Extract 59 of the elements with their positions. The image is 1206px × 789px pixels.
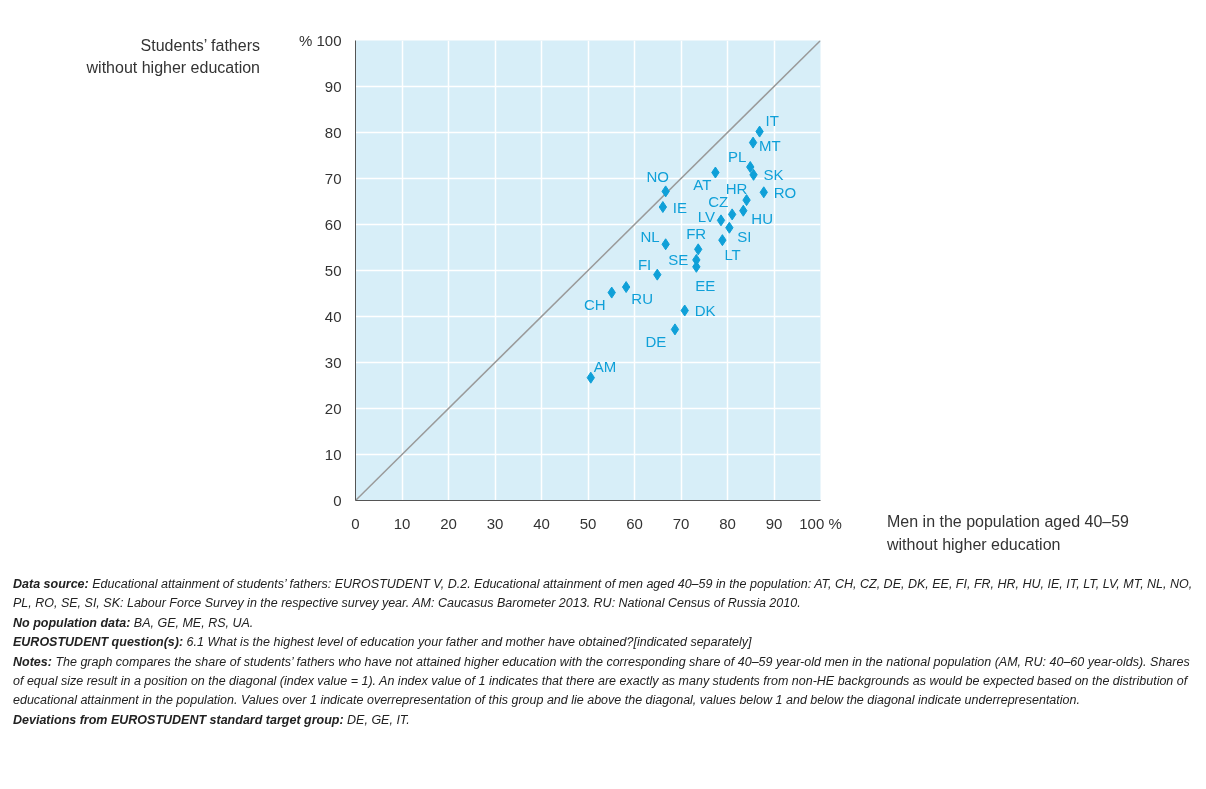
y-tick-label: 80 bbox=[324, 124, 342, 141]
y-tick-label: 10 bbox=[324, 446, 342, 463]
series-label: SK bbox=[763, 166, 784, 184]
x-tick-label: 100 % bbox=[799, 514, 842, 532]
point bbox=[670, 323, 680, 336]
point bbox=[727, 208, 737, 221]
text: No population data: BA, GE, ME, RS, UA. bbox=[13, 614, 255, 632]
x-tick-label: 90 bbox=[765, 514, 783, 532]
series-label: SI bbox=[737, 228, 752, 246]
x-tick-label: 20 bbox=[440, 514, 457, 532]
point bbox=[748, 136, 758, 149]
y-axis-title: Students’ fathers without higher education bbox=[86, 36, 260, 79]
series-label: LT bbox=[724, 245, 741, 263]
x-tick-label: 70 bbox=[672, 514, 690, 532]
series-label: RU bbox=[631, 289, 653, 307]
series-label: DE bbox=[645, 332, 667, 350]
x-tick-label: 50 bbox=[579, 514, 597, 532]
series-label: DK bbox=[694, 302, 716, 320]
series-label: MT bbox=[759, 137, 781, 155]
y-tick-label: 0 bbox=[333, 492, 342, 509]
series-label: SE bbox=[668, 251, 689, 269]
text: EUROSTUDENT question(s): 6.1 What is the highest level of education your father and mother have obtained?[indicated separately] bbox=[13, 634, 753, 652]
y-tick-label: % 100 bbox=[298, 32, 342, 49]
series-label: CH bbox=[583, 296, 606, 314]
x-tick-label: 40 bbox=[533, 514, 550, 532]
series-label: EE bbox=[695, 277, 716, 295]
series-label: AM bbox=[593, 358, 617, 376]
point bbox=[746, 161, 755, 173]
x-axis-title: Men in the population aged 40–59 without higher education bbox=[887, 512, 1129, 556]
series-label: FR bbox=[686, 224, 707, 242]
point bbox=[621, 281, 631, 294]
y-tick-label: 70 bbox=[324, 170, 342, 187]
series-label: AT bbox=[693, 176, 712, 194]
series-label: LV bbox=[697, 207, 715, 225]
point bbox=[658, 201, 668, 214]
series-label: NL bbox=[640, 227, 660, 245]
series-label: PL bbox=[727, 147, 747, 165]
text: Deviations from EUROSTUDENT standard target group: DE, GE, IT. bbox=[13, 711, 411, 729]
y-tick-label: 20 bbox=[324, 400, 342, 417]
series-label: RO bbox=[773, 183, 797, 201]
x-tick-label: 0 bbox=[351, 514, 360, 532]
series-label: IE bbox=[672, 198, 688, 216]
series-label: HU bbox=[751, 210, 773, 228]
x-tick-label: 60 bbox=[626, 514, 643, 532]
source-note: Data source: Educational attainment of students’ fathers: EUROSTUDENT V, D.2. Educational attainment of men aged 40–59 in the population: AT, CH, CZ, DE, DK, EE, FI, FR, HR, HU, IE, IT, LT, LV, MT, NL, NO, PL, RO, SE, SI, SK: Labour Force Survey in the respective survey year. AM: Caucasus Barometer 2013. RU: National Census of Russia 2010. bbox=[13, 576, 1194, 613]
y-tick-label: 60 bbox=[324, 216, 342, 233]
point bbox=[716, 214, 726, 227]
x-tick-label: 10 bbox=[393, 514, 411, 532]
series-label: NO bbox=[646, 167, 669, 185]
series-label: IT bbox=[765, 112, 779, 130]
series-label: FI bbox=[637, 256, 652, 274]
y-tick-label: 30 bbox=[324, 354, 342, 371]
x-tick-label: 80 bbox=[719, 514, 736, 532]
y-tick-label: 90 bbox=[324, 78, 342, 95]
y-tick-label: 50 bbox=[324, 262, 342, 279]
text: Notes: The graph compares the share of students’ fathers who have not attained higher education with the corresponding share of 40–59 year-old men in the national population (AM, RU: 40–60 year-olds). Shares of equal size result in a position on the diagonal (index value = 1). An index value of 1 indicates that there are exactly as many students from non-HE backgrounds as would be expected based on the distribution of educational attainment in the population. Values over 1 indicate overrepresentation of this group and lie above the diagonal, values below 1 and below the diagonal indicate underrepresentation. bbox=[13, 653, 1191, 710]
x-tick-label: 30 bbox=[486, 514, 504, 532]
y-tick-label: 40 bbox=[324, 308, 342, 325]
series-label: HR bbox=[725, 179, 748, 197]
